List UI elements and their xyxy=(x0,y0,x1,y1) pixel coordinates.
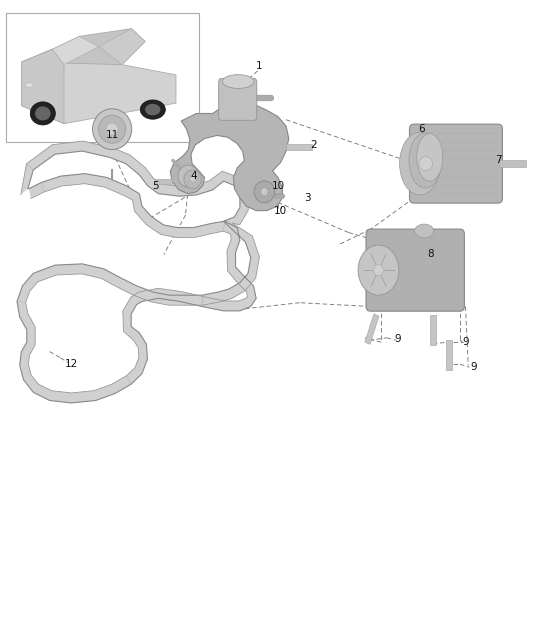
Polygon shape xyxy=(22,29,145,65)
Ellipse shape xyxy=(261,188,268,196)
FancyBboxPatch shape xyxy=(219,78,257,121)
Polygon shape xyxy=(99,29,145,65)
Ellipse shape xyxy=(190,176,195,182)
Ellipse shape xyxy=(140,100,165,119)
Ellipse shape xyxy=(35,106,51,121)
FancyBboxPatch shape xyxy=(409,124,502,203)
Bar xyxy=(286,144,312,150)
Ellipse shape xyxy=(184,170,201,188)
Ellipse shape xyxy=(145,104,161,116)
Text: 9: 9 xyxy=(394,334,401,344)
Text: 1: 1 xyxy=(256,62,262,72)
Ellipse shape xyxy=(106,123,118,136)
Text: 3: 3 xyxy=(305,193,311,203)
Ellipse shape xyxy=(419,157,433,171)
Text: 7: 7 xyxy=(495,156,501,166)
Bar xyxy=(499,160,526,168)
Bar xyxy=(6,13,199,142)
Bar xyxy=(156,178,172,183)
Text: 10: 10 xyxy=(271,180,284,190)
Ellipse shape xyxy=(93,109,132,149)
FancyBboxPatch shape xyxy=(366,229,464,311)
Text: 6: 6 xyxy=(419,124,425,134)
Text: 10: 10 xyxy=(274,205,287,215)
Ellipse shape xyxy=(178,165,198,187)
Ellipse shape xyxy=(374,264,383,276)
Ellipse shape xyxy=(222,75,254,89)
Polygon shape xyxy=(52,36,99,65)
Text: 9: 9 xyxy=(462,337,469,347)
Text: 11: 11 xyxy=(106,131,119,141)
Polygon shape xyxy=(22,49,176,124)
Text: 8: 8 xyxy=(427,249,433,259)
Ellipse shape xyxy=(99,115,126,143)
Ellipse shape xyxy=(417,134,443,181)
Bar xyxy=(365,314,379,344)
Text: 9: 9 xyxy=(470,362,477,372)
Text: 12: 12 xyxy=(65,359,78,369)
Text: 4: 4 xyxy=(190,171,197,181)
Ellipse shape xyxy=(415,224,434,238)
Polygon shape xyxy=(170,102,289,210)
Text: 2: 2 xyxy=(310,140,317,150)
Bar xyxy=(446,340,452,371)
Ellipse shape xyxy=(26,83,33,88)
Ellipse shape xyxy=(399,133,440,195)
Text: 5: 5 xyxy=(152,180,159,190)
Ellipse shape xyxy=(409,133,441,188)
Ellipse shape xyxy=(358,245,399,295)
Ellipse shape xyxy=(254,181,275,203)
Polygon shape xyxy=(22,49,64,124)
Bar xyxy=(430,315,435,345)
Ellipse shape xyxy=(31,102,56,125)
Polygon shape xyxy=(17,141,259,403)
